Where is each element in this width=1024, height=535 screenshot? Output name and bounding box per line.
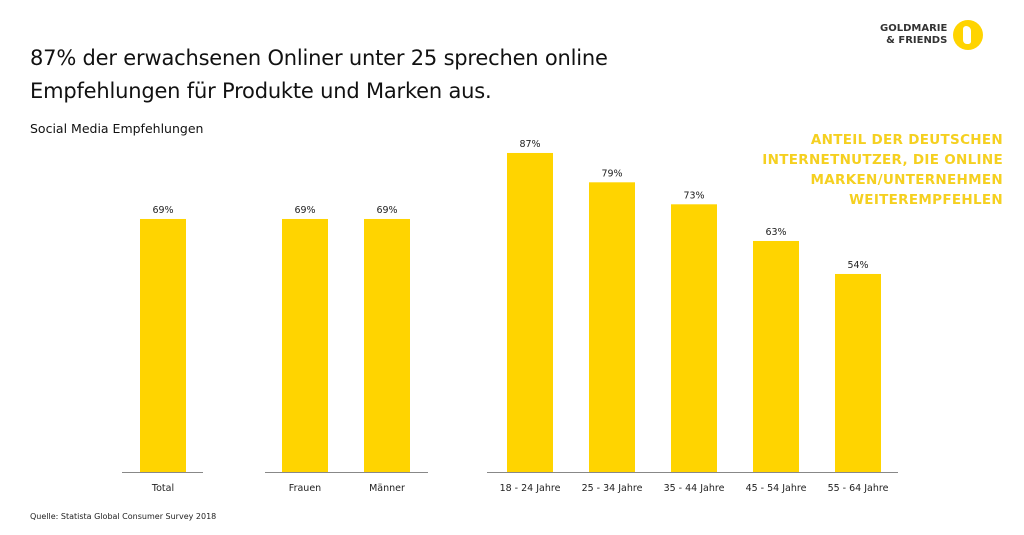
title-line-1: 87% der erwachsenen Onliner unter 25 spr… (30, 46, 608, 70)
data-label: 73% (683, 190, 704, 201)
logo: GOLDMARIE & FRIENDS (880, 20, 984, 50)
x-tick-label: Total (151, 483, 174, 494)
chart-annotation: ANTEIL DER DEUTSCHEN INTERNETNUTZER, DIE… (762, 130, 1003, 210)
data-label: 63% (765, 227, 786, 238)
page-title: 87% der erwachsenen Onliner unter 25 spr… (30, 42, 608, 108)
logo-text: GOLDMARIE & FRIENDS (880, 23, 948, 46)
annotation-line: MARKEN/UNTERNEHMEN (810, 172, 1003, 188)
bar (753, 240, 799, 472)
data-label: 69% (152, 205, 173, 216)
data-label: 87% (519, 139, 540, 150)
data-label: 69% (294, 205, 315, 216)
annotation-line: ANTEIL DER DEUTSCHEN (810, 132, 1003, 148)
x-tick-label: 45 - 54 Jahre (746, 483, 807, 494)
bar (364, 218, 410, 472)
bar (835, 273, 881, 472)
annotation-line: INTERNETNUTZER, DIE ONLINE (762, 152, 1003, 168)
annotation-line: WEITEREMPFEHLEN (849, 192, 1003, 208)
bar (589, 182, 635, 472)
bar (140, 218, 186, 472)
x-tick-label: Frauen (289, 483, 321, 494)
chart-subtitle: Social Media Empfehlungen (30, 121, 204, 136)
bar (507, 152, 553, 472)
bar (282, 218, 328, 472)
x-tick-label: Männer (369, 483, 405, 494)
x-tick-label: 55 - 64 Jahre (828, 483, 889, 494)
x-tick-label: 18 - 24 Jahre (500, 483, 561, 494)
logo-icon (953, 20, 984, 50)
data-label: 79% (601, 168, 622, 179)
x-tick-label: 25 - 34 Jahre (582, 483, 643, 494)
bar (671, 204, 717, 472)
x-tick-label: 35 - 44 Jahre (664, 483, 725, 494)
data-label: 69% (376, 205, 397, 216)
title-line-2: Empfehlungen für Produkte und Marken aus… (30, 79, 492, 103)
source-note: Quelle: Statista Global Consumer Survey … (30, 512, 217, 521)
data-label: 54% (847, 260, 868, 271)
